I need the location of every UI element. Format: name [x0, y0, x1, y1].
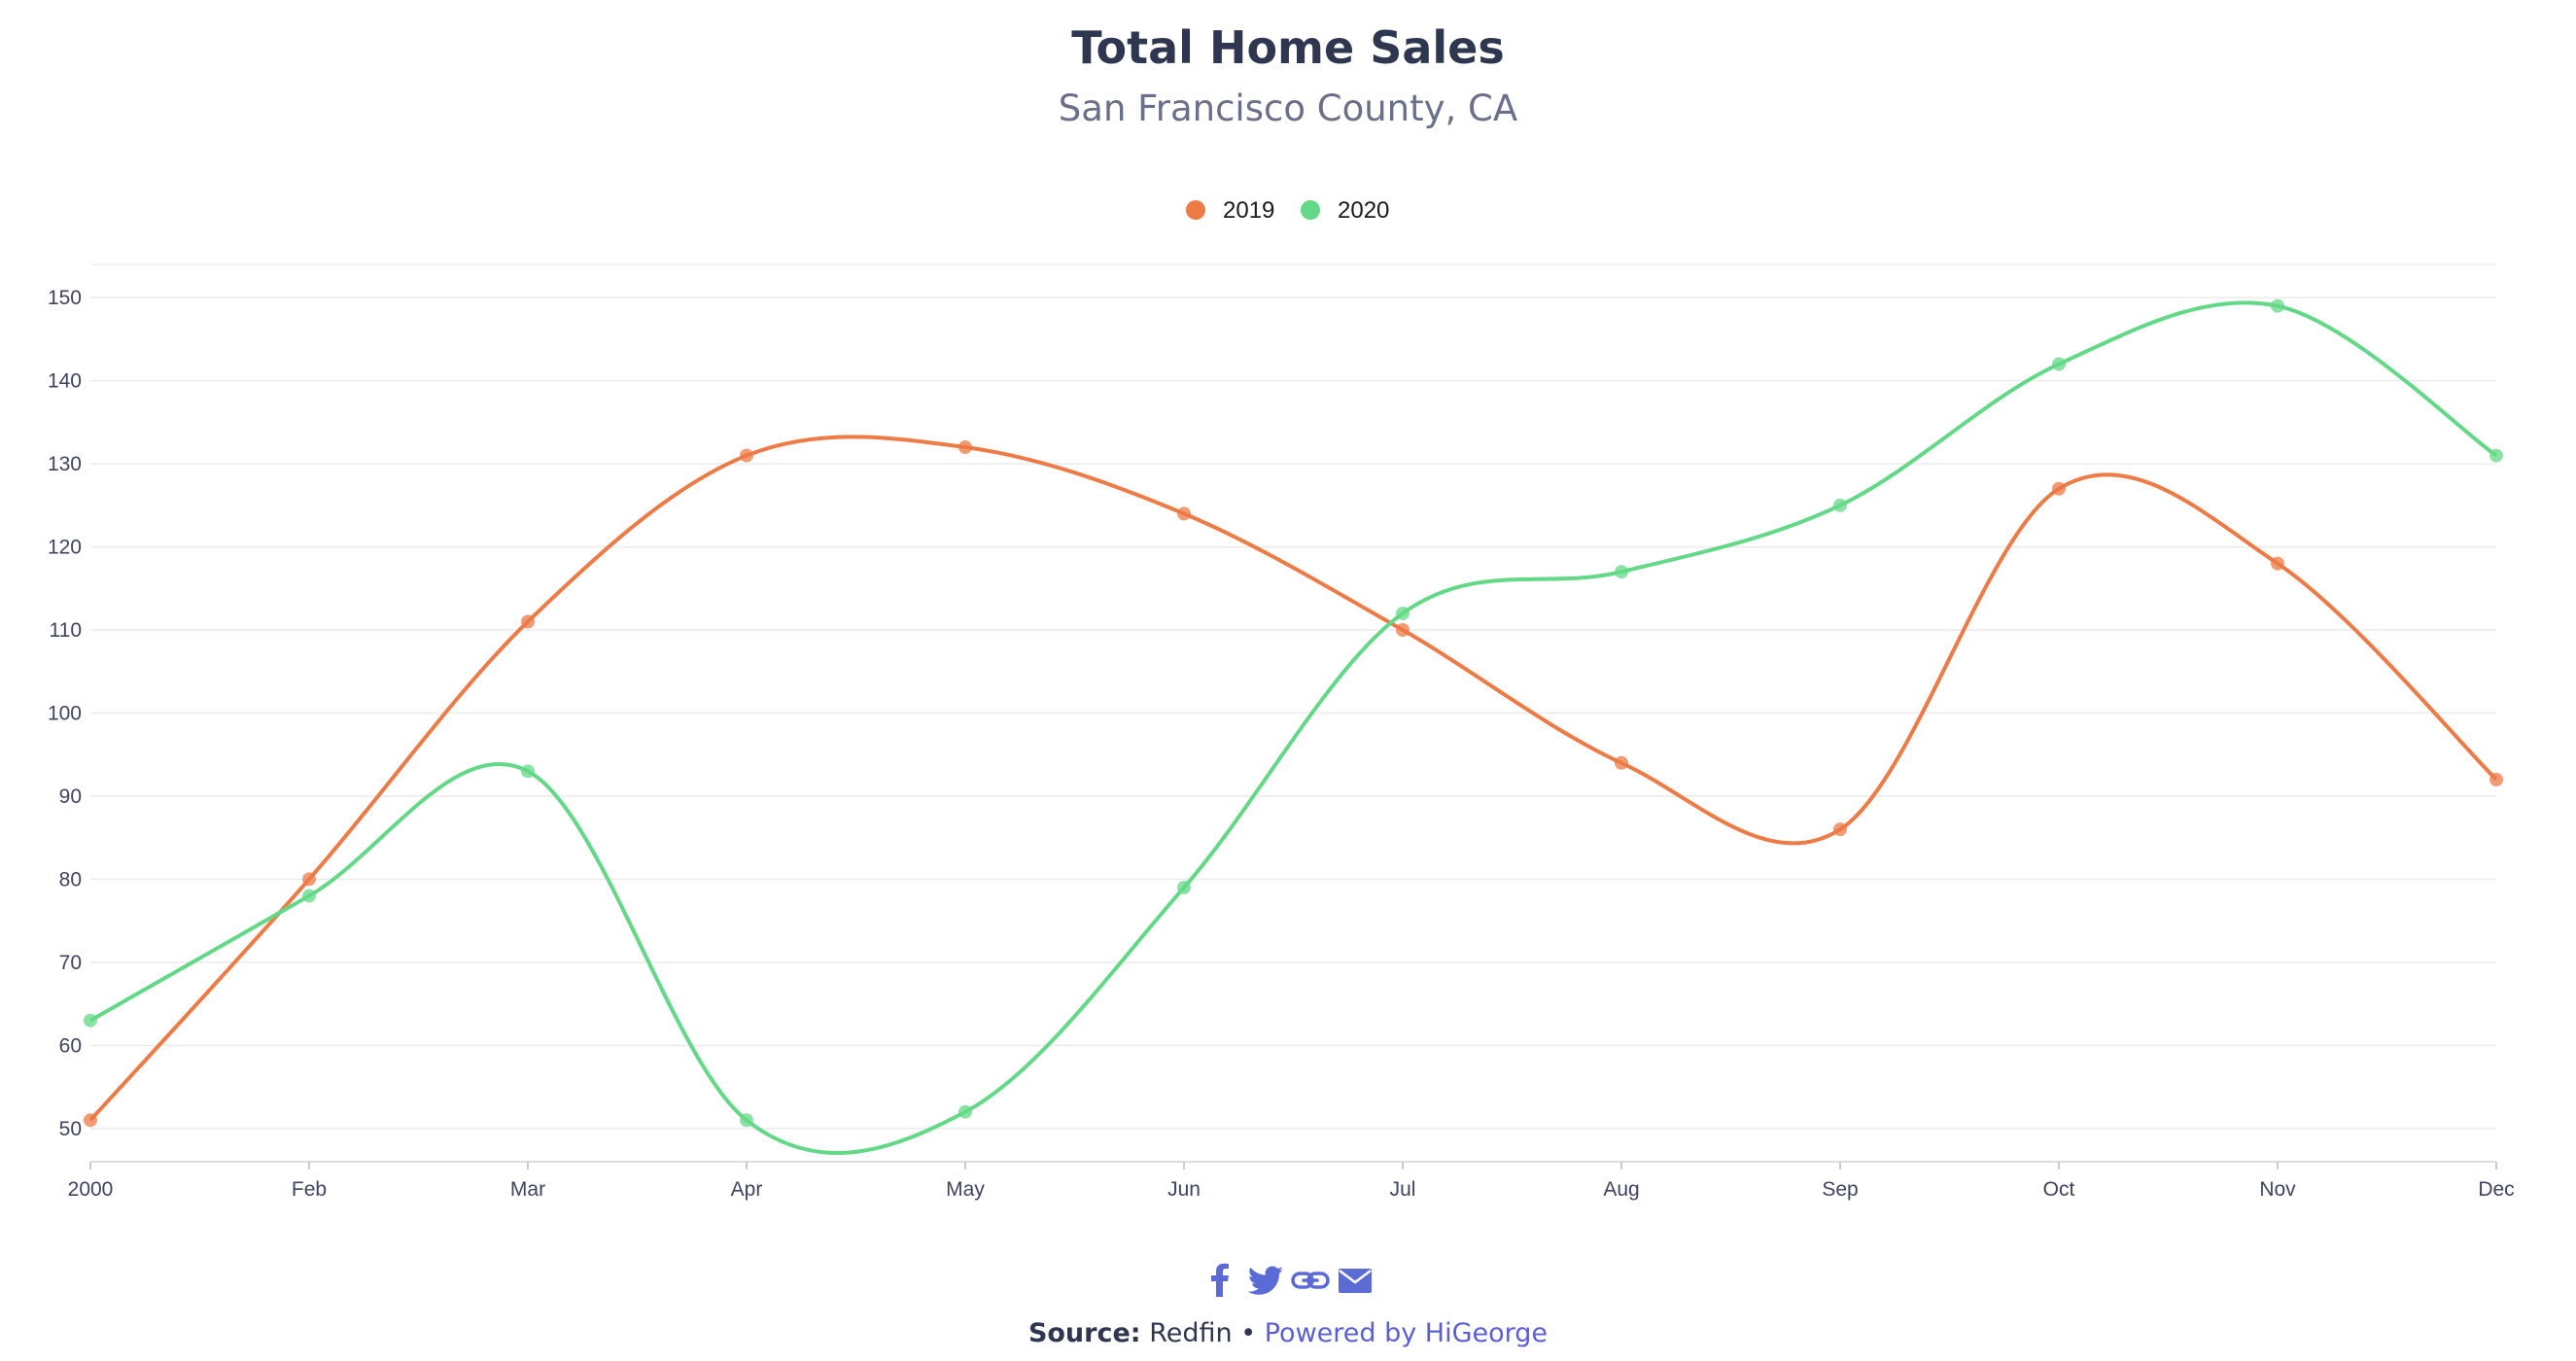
legend-item-2020[interactable]: 2020	[1301, 197, 1389, 224]
y-tick-label: 150	[48, 287, 82, 309]
email-icon[interactable]	[1335, 1260, 1375, 1301]
chart-footer: Source: Redfin • Powered by HiGeorge	[0, 1318, 2576, 1348]
footer-separator: •	[1240, 1318, 1256, 1348]
y-tick-label: 100	[48, 703, 82, 725]
x-tick-label: Jun	[1167, 1178, 1201, 1201]
y-tick-label: 50	[59, 1118, 82, 1140]
data-point[interactable]	[521, 614, 535, 628]
x-tick-label: Jul	[1390, 1178, 1416, 1201]
legend-item-2019[interactable]: 2019	[1186, 197, 1274, 224]
data-point[interactable]	[84, 1014, 97, 1028]
data-point[interactable]	[302, 872, 316, 886]
data-point[interactable]	[1396, 607, 1410, 620]
legend-marker	[1186, 200, 1205, 220]
chart-grid	[90, 264, 2496, 1129]
data-point[interactable]	[2052, 482, 2066, 496]
data-point[interactable]	[740, 1113, 753, 1127]
y-tick-label: 140	[48, 370, 82, 393]
x-axis: 2000 Feb Mar Apr May Jun Jul Aug Sep Oct Nov Dec	[68, 1162, 2515, 1201]
y-tick-label: 130	[48, 453, 82, 475]
x-tick-label: Aug	[1603, 1178, 1639, 1201]
y-tick-label: 120	[48, 537, 82, 559]
data-point[interactable]	[1615, 756, 1628, 770]
data-point[interactable]	[1396, 623, 1410, 637]
x-tick-label: Apr	[731, 1178, 763, 1201]
legend-label: 2019	[1223, 197, 1274, 224]
x-tick-label: Sep	[1822, 1178, 1858, 1201]
x-tick-label: Dec	[2478, 1178, 2514, 1201]
data-point[interactable]	[2489, 449, 2503, 463]
link-icon[interactable]	[1290, 1260, 1331, 1301]
series-2020	[84, 299, 2503, 1153]
facebook-icon[interactable]	[1201, 1260, 1241, 1301]
chart-legend: 2019 2020	[1186, 197, 1389, 224]
data-point[interactable]	[84, 1113, 97, 1127]
data-point[interactable]	[302, 890, 316, 903]
x-tick-label: 2000	[68, 1178, 114, 1201]
legend-marker	[1301, 200, 1320, 220]
data-point[interactable]	[958, 440, 972, 454]
x-tick-label: Oct	[2043, 1178, 2075, 1201]
data-point[interactable]	[1177, 881, 1191, 894]
x-tick-label: Mar	[510, 1178, 545, 1201]
x-tick-label: Nov	[2259, 1178, 2296, 1201]
y-tick-label: 70	[59, 952, 82, 974]
data-point[interactable]	[1177, 506, 1191, 520]
x-tick-label: Feb	[292, 1178, 327, 1201]
chart-series	[84, 299, 2503, 1153]
data-point[interactable]	[1833, 499, 1847, 512]
share-bar	[0, 1260, 2576, 1301]
y-tick-label: 110	[50, 619, 82, 642]
x-tick-label: May	[946, 1178, 985, 1201]
series-line-2020	[90, 302, 2496, 1153]
data-point[interactable]	[2489, 773, 2503, 786]
data-point[interactable]	[740, 449, 753, 463]
y-axis: 50 60 70 80 90 100 110 120 130 140 150	[48, 287, 82, 1140]
data-point[interactable]	[1833, 822, 1847, 836]
data-point[interactable]	[958, 1105, 972, 1119]
y-tick-label: 80	[59, 868, 82, 890]
source-label: Source:	[1028, 1318, 1141, 1348]
data-point[interactable]	[2271, 299, 2284, 313]
data-point[interactable]	[2052, 358, 2066, 371]
legend-label: 2020	[1338, 197, 1389, 224]
data-point[interactable]	[521, 764, 535, 778]
powered-by-link[interactable]: Powered by HiGeorge	[1265, 1318, 1548, 1348]
twitter-icon[interactable]	[1245, 1260, 1286, 1301]
y-tick-label: 60	[59, 1034, 82, 1057]
data-point[interactable]	[1615, 565, 1628, 578]
y-tick-label: 90	[59, 785, 82, 808]
data-point[interactable]	[2271, 557, 2284, 571]
source-value: Redfin	[1149, 1318, 1232, 1348]
